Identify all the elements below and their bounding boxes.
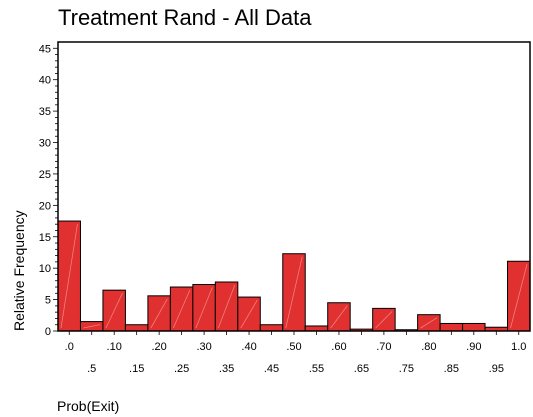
histogram-bar xyxy=(260,325,282,331)
histogram-bar xyxy=(440,323,462,331)
histogram-bar xyxy=(463,323,485,331)
x-tick-label: .95 xyxy=(489,363,504,375)
x-tick-label: 1.0 xyxy=(511,341,526,353)
histogram-bar xyxy=(305,326,327,331)
x-axis-title: Prob(Exit) xyxy=(57,398,119,414)
x-tick-label: .90 xyxy=(466,341,481,353)
bars-layer xyxy=(58,221,530,331)
y-axis: 0 5 10 15 20 25 30 35 40 45 xyxy=(39,43,58,338)
y-tick-label: 15 xyxy=(39,232,51,244)
y-tick-label: 0 xyxy=(45,326,51,338)
y-tick-label: 40 xyxy=(39,75,51,87)
x-tick-label: .5 xyxy=(87,363,96,375)
y-tick-label: 25 xyxy=(39,169,51,181)
x-tick-label: .30 xyxy=(196,341,211,353)
histogram-bar xyxy=(125,325,147,331)
x-tick-label: .15 xyxy=(129,363,144,375)
x-tick-label: .55 xyxy=(309,363,324,375)
y-tick-label: 30 xyxy=(39,138,51,150)
y-tick-label: 35 xyxy=(39,106,51,118)
x-tick-label: .80 xyxy=(421,341,436,353)
x-tick-label: .60 xyxy=(331,341,346,353)
x-tick-label: .35 xyxy=(219,363,234,375)
x-tick-label: .50 xyxy=(286,341,301,353)
x-tick-label: .70 xyxy=(376,341,391,353)
x-tick-label: .65 xyxy=(354,363,369,375)
y-axis-title: Relative Frequency xyxy=(11,210,27,331)
x-tick-label: .20 xyxy=(151,341,166,353)
x-tick-label: .85 xyxy=(444,363,459,375)
y-tick-label: 10 xyxy=(39,263,51,275)
y-tick-label: 45 xyxy=(39,43,51,55)
y-tick-label: 20 xyxy=(39,200,51,212)
x-tick-label: .75 xyxy=(399,363,414,375)
y-tick-label: 5 xyxy=(45,295,51,307)
x-tick-label: .40 xyxy=(241,341,256,353)
x-tick-label: .10 xyxy=(107,341,122,353)
x-axis: .0 .5 .10 .15 .20 .25 .30 .35 .40 .45 .50 .55 .60 .65… xyxy=(65,331,527,375)
x-tick-label: .0 xyxy=(65,341,74,353)
x-tick-label: .25 xyxy=(174,363,189,375)
x-tick-label: .45 xyxy=(264,363,279,375)
